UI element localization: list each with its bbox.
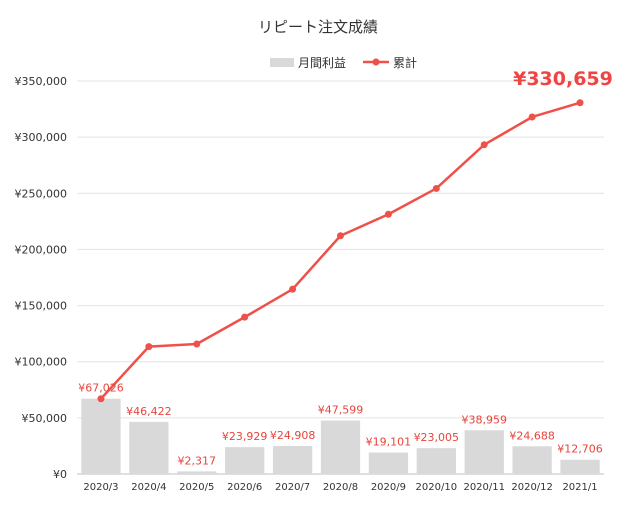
- y-tick-label: ¥300,000: [15, 131, 68, 144]
- x-tick-label: 2020/11: [463, 482, 505, 493]
- cumulative-point: [193, 340, 201, 348]
- bar: [177, 471, 217, 474]
- y-axis: ¥0 ¥50,000 ¥100,000 ¥150,000 ¥200,000 ¥250,00…: [15, 75, 68, 481]
- chart-title: リピート注文成績: [258, 18, 378, 36]
- bar-value-label: ¥24,908: [270, 429, 316, 442]
- bar: [368, 452, 409, 474]
- cumulative-point: [289, 285, 297, 293]
- cumulative-point: [145, 343, 153, 351]
- y-tick-label: ¥0: [53, 468, 67, 481]
- x-tick-label: 2020/6: [227, 482, 262, 493]
- bars: [81, 398, 600, 474]
- x-tick-label: 2020/8: [323, 482, 358, 493]
- x-tick-label: 2020/7: [275, 482, 310, 493]
- x-tick-label: 2020/5: [179, 482, 214, 493]
- bar: [129, 421, 169, 474]
- x-tick-label: 2020/9: [371, 482, 406, 493]
- legend-swatch-monthly-profit: [270, 58, 294, 67]
- bar: [272, 446, 313, 474]
- y-tick-label: ¥150,000: [15, 300, 68, 313]
- legend-label-monthly-profit: 月間利益: [298, 56, 346, 70]
- y-tick-label: ¥250,000: [15, 187, 68, 200]
- bar-data-labels: ¥67,026¥46,422 ¥2,317 ¥23,929 ¥24,908¥47,59…: [78, 382, 603, 468]
- bar-value-label: ¥19,101: [366, 436, 412, 449]
- bar-value-label: ¥67,026: [78, 382, 124, 395]
- legend: 月間利益 累計: [270, 55, 417, 70]
- cumulative-point: [384, 210, 392, 218]
- bar: [225, 447, 265, 474]
- x-tick-label: 2021/1: [562, 482, 597, 493]
- x-tick-label: 2020/10: [416, 482, 458, 493]
- bar-value-label: ¥23,005: [414, 431, 460, 444]
- bar-value-label: ¥47,599: [318, 404, 364, 417]
- bar-value-label: ¥2,317: [178, 454, 217, 467]
- x-tick-label: 2020/4: [131, 482, 166, 493]
- bar-value-label: ¥24,688: [509, 429, 555, 442]
- cumulative-point: [337, 232, 344, 240]
- cumulative-point: [576, 99, 584, 107]
- y-tick-label: ¥100,000: [15, 356, 68, 369]
- cumulative-point: [97, 395, 105, 403]
- x-tick-label: 2020/3: [83, 482, 118, 493]
- bar: [560, 459, 600, 474]
- bar: [416, 448, 456, 474]
- bar-value-label: ¥23,929: [222, 430, 268, 443]
- bar-value-label: ¥38,959: [461, 413, 507, 426]
- y-tick-label: ¥50,000: [22, 412, 68, 425]
- x-axis: 2020/3 2020/4 2020/5 2020/6 2020/7 2020/8 2020…: [83, 482, 597, 493]
- y-tick-label: ¥200,000: [15, 243, 68, 256]
- cumulative-line: [100, 101, 581, 400]
- cumulative-point: [241, 313, 249, 321]
- cumulative-point: [528, 113, 536, 121]
- legend-swatch-cumulative-marker: [372, 58, 380, 66]
- y-tick-label: ¥350,000: [15, 75, 68, 88]
- x-tick-label: 2020/12: [511, 482, 553, 493]
- bar: [320, 420, 361, 474]
- bar: [81, 398, 121, 474]
- cumulative-point: [480, 141, 488, 149]
- cumulative-line-series: [97, 99, 584, 403]
- bar: [464, 430, 504, 474]
- bar-value-label: ¥12,706: [557, 443, 603, 456]
- legend-label-cumulative: 累計: [393, 55, 417, 70]
- bar: [512, 446, 552, 474]
- final-total-label: ¥330,659: [513, 68, 613, 90]
- bar-value-label: ¥46,422: [126, 405, 172, 418]
- cumulative-point: [432, 184, 440, 192]
